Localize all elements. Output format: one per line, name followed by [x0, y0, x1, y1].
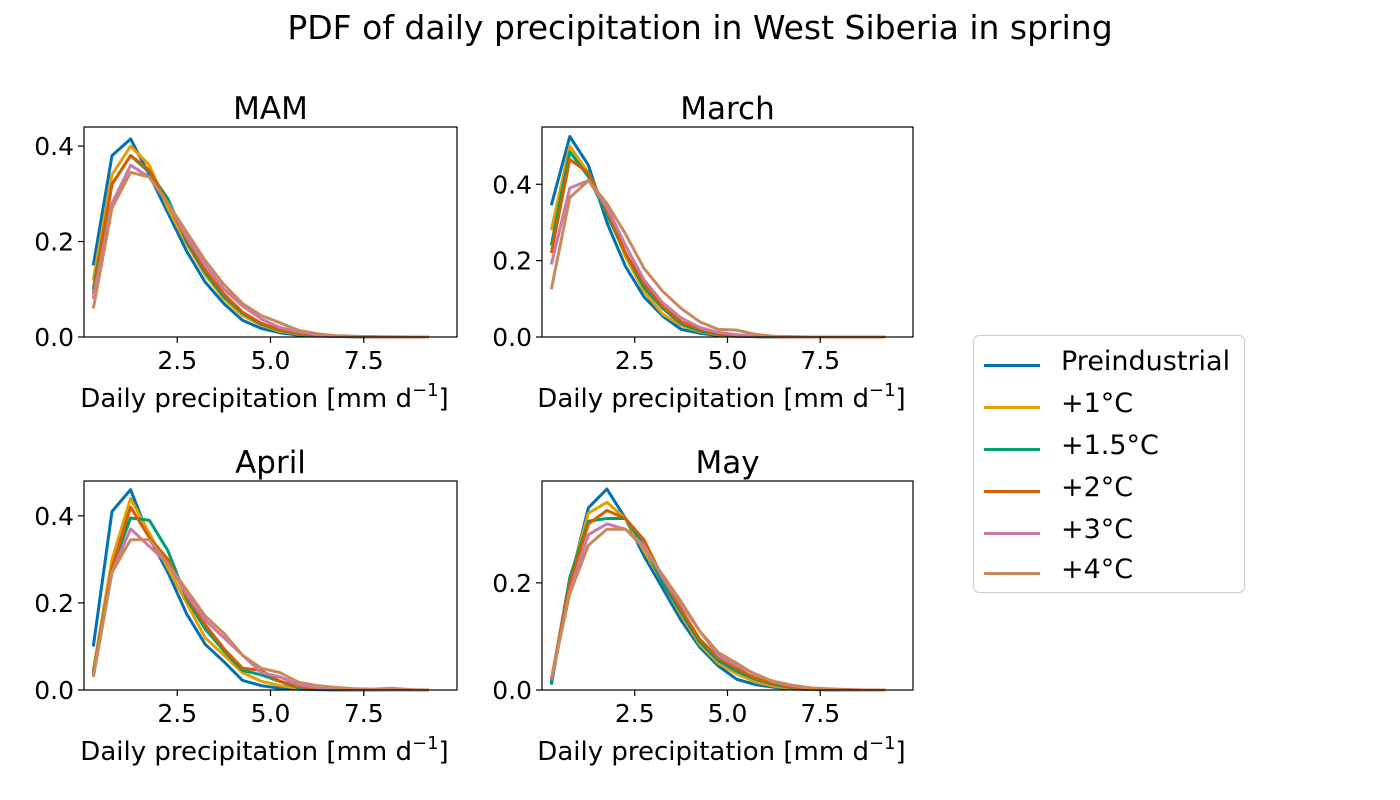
x-axis-label: Daily precipitation [mm d−1]	[537, 380, 905, 414]
legend-swatch	[984, 572, 1040, 575]
x-tick-label: 7.5	[800, 346, 840, 375]
y-tick-label: 0.2	[492, 247, 532, 276]
y-tick-label: 0.0	[34, 676, 74, 705]
x-tick-label: 5.0	[708, 699, 748, 728]
x-axis-label: Daily precipitation [mm d−1]	[80, 380, 448, 414]
x-tick-label: 7.5	[344, 699, 384, 728]
series-line-Preindustrial	[549, 135, 886, 339]
subplot-title: April	[235, 445, 306, 481]
y-tick-label: 0.2	[34, 589, 74, 618]
y-tick-label: 0.2	[492, 569, 532, 598]
legend-item-plus-1-5c: +1.5°C	[974, 428, 1244, 468]
legend-swatch	[984, 406, 1040, 409]
y-tick-label: 0.0	[34, 323, 74, 352]
legend-label: +1.5°C	[1061, 430, 1159, 461]
x-tick-label: 5.0	[708, 346, 748, 375]
y-tick-label: 0.4	[492, 170, 532, 199]
series-line-+2°C	[91, 505, 429, 692]
subplot-title: MAM	[233, 91, 308, 127]
legend-item-plus-4c: +4°C	[974, 552, 1244, 592]
subplot-title: March	[680, 91, 775, 127]
x-axis-label: Daily precipitation [mm d−1]	[537, 733, 905, 767]
x-tick-label: 2.5	[157, 699, 197, 728]
series-line-+1.5°C	[91, 516, 429, 692]
subplot-march: March 2.5 5.0 7.5 0.0 0.2 0.4 Daily precipitati…	[492, 91, 914, 414]
x-axis-label: Daily precipitation [mm d−1]	[80, 733, 448, 767]
y-tick-label: 0.2	[34, 228, 74, 257]
series-line-+4°C	[549, 527, 886, 692]
figure-title: PDF of daily precipitation in West Siber…	[287, 8, 1113, 47]
series-line-+1°C	[549, 144, 886, 339]
legend-item-plus-3c: +3°C	[974, 512, 1244, 552]
series-line-+4°C	[91, 538, 430, 692]
legend-label: +1°C	[1061, 388, 1134, 419]
legend-swatch	[984, 532, 1040, 535]
y-tick-label: 0.4	[34, 502, 74, 531]
x-tick-label: 5.0	[251, 699, 291, 728]
series-line-+3°C	[91, 527, 429, 692]
legend: Preindustrial +1°C +1.5°C +2°C +3°C +4°C	[973, 335, 1245, 593]
x-tick-label: 5.0	[251, 346, 291, 375]
x-tick-label: 2.5	[157, 346, 197, 375]
subplot-mam: MAM 2.5 5.0 7.5 0.0 0.2 0.4 Daily precipitation…	[34, 91, 458, 414]
x-tick-label: 7.5	[344, 346, 384, 375]
legend-item-preindustrial: Preindustrial	[974, 344, 1244, 384]
y-tick-label: 0.0	[492, 323, 532, 352]
series-line-+2°C	[549, 158, 886, 339]
legend-swatch	[984, 364, 1040, 367]
series-line-+2°C	[91, 154, 429, 339]
legend-label: +4°C	[1061, 554, 1134, 585]
legend-swatch	[984, 448, 1040, 451]
plot-frame	[541, 126, 914, 338]
legend-item-plus-1c: +1°C	[974, 386, 1244, 426]
x-tick-label: 2.5	[615, 699, 655, 728]
subplot-may: May 2.5 5.0 7.5 0.0 0.2 Daily precipitation [m…	[492, 445, 914, 767]
x-tick-label: 2.5	[615, 346, 655, 375]
series-line-+4°C	[91, 170, 429, 339]
legend-label: +3°C	[1061, 514, 1134, 545]
subplot-title: May	[695, 445, 759, 481]
subplot-april: April 2.5 5.0 7.5 0.0 0.2 0.4 Daily precipitati…	[34, 445, 458, 767]
legend-label: Preindustrial	[1061, 346, 1231, 377]
series-line-+1.5°C	[91, 154, 429, 339]
y-tick-label: 0.4	[34, 132, 74, 161]
x-tick-label: 7.5	[800, 699, 840, 728]
series-line-+1.5°C	[549, 150, 886, 339]
series-line-+3°C	[91, 163, 429, 339]
legend-label: +2°C	[1061, 472, 1134, 503]
legend-item-plus-2c: +2°C	[974, 470, 1244, 510]
y-tick-label: 0.0	[492, 676, 532, 705]
legend-swatch	[984, 490, 1040, 493]
